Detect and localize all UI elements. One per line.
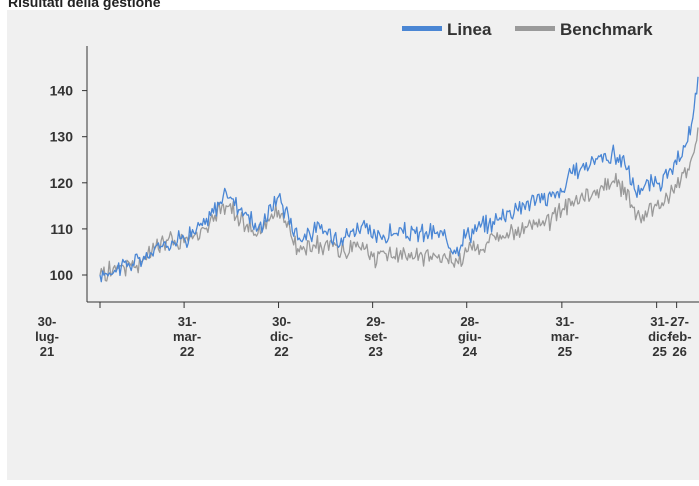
x-tick-label-line: 29- [366,314,385,329]
y-tick-label: 130 [50,129,74,145]
x-tick-label-line: lug- [35,329,59,344]
x-tick-label-line: 28- [460,314,479,329]
chart-axes: 10011012013014030-lug-2131-mar-2230-dic-… [35,46,699,359]
legend-swatch [515,26,555,31]
legend-label: Benchmark [560,20,653,39]
y-tick-label: 100 [50,267,74,283]
x-tick-label-line: 31- [555,314,574,329]
legend-label: Linea [447,20,492,39]
x-tick-label: 31-mar-25 [551,314,579,359]
x-tick-label: 31-dic-25 [648,314,671,359]
x-tick-label: 30-dic-22 [270,314,293,359]
x-tick-label: 29-set-23 [364,314,387,359]
x-tick-label-line: giu- [458,329,482,344]
x-tick-label-line: 25 [558,344,572,359]
page-title: Risultati della gestione [8,0,161,10]
x-tick-label-line: set- [364,329,387,344]
x-tick-label-line: 23 [368,344,382,359]
x-tick-label-line: 30- [272,314,291,329]
x-tick-label-line: dic- [270,329,293,344]
x-tick-label-line: 31- [650,314,669,329]
legend-item-linea: Linea [402,20,492,39]
chart-panel: Linea Benchmark 100 110 120 130 140 30- lug- 21 3… [7,10,699,480]
legend-item-benchmark: Benchmark [515,20,653,39]
x-tick-label-line: 31- [178,314,197,329]
series-line-linea [99,76,699,283]
y-tick-label: 120 [50,175,74,191]
legend-swatch [402,26,442,31]
x-tick-label-line: feb- [668,329,692,344]
x-tick-label-line: 25 [652,344,666,359]
x-tick-label-line: 26 [672,344,686,359]
series-layer [99,76,699,283]
x-tick-label: 28-giu-24 [458,314,482,359]
x-tick-label-line: 30- [38,314,57,329]
x-tick-label-line: 22 [180,344,194,359]
series-line-benchmark [99,127,699,282]
x-tick-label-line: 27- [670,314,689,329]
x-tick-label-line: 22 [274,344,288,359]
y-tick-label: 140 [50,83,74,99]
legend: Linea Benchmark [402,20,653,39]
x-tick-label: 30-lug-21 [35,314,59,359]
x-tick-label-line: 24 [462,344,477,359]
line-chart: Linea Benchmark 10011012013014030-lug-213… [35,20,699,359]
x-tick-label-line: 21 [40,344,54,359]
x-tick-label-line: mar- [173,329,201,344]
x-tick-label: 31-mar-22 [173,314,201,359]
x-tick-label-line: mar- [551,329,579,344]
x-tick-label: 27-feb-26 [668,314,692,359]
y-tick-label: 110 [50,221,73,237]
x-tick-label-line: dic- [648,329,671,344]
